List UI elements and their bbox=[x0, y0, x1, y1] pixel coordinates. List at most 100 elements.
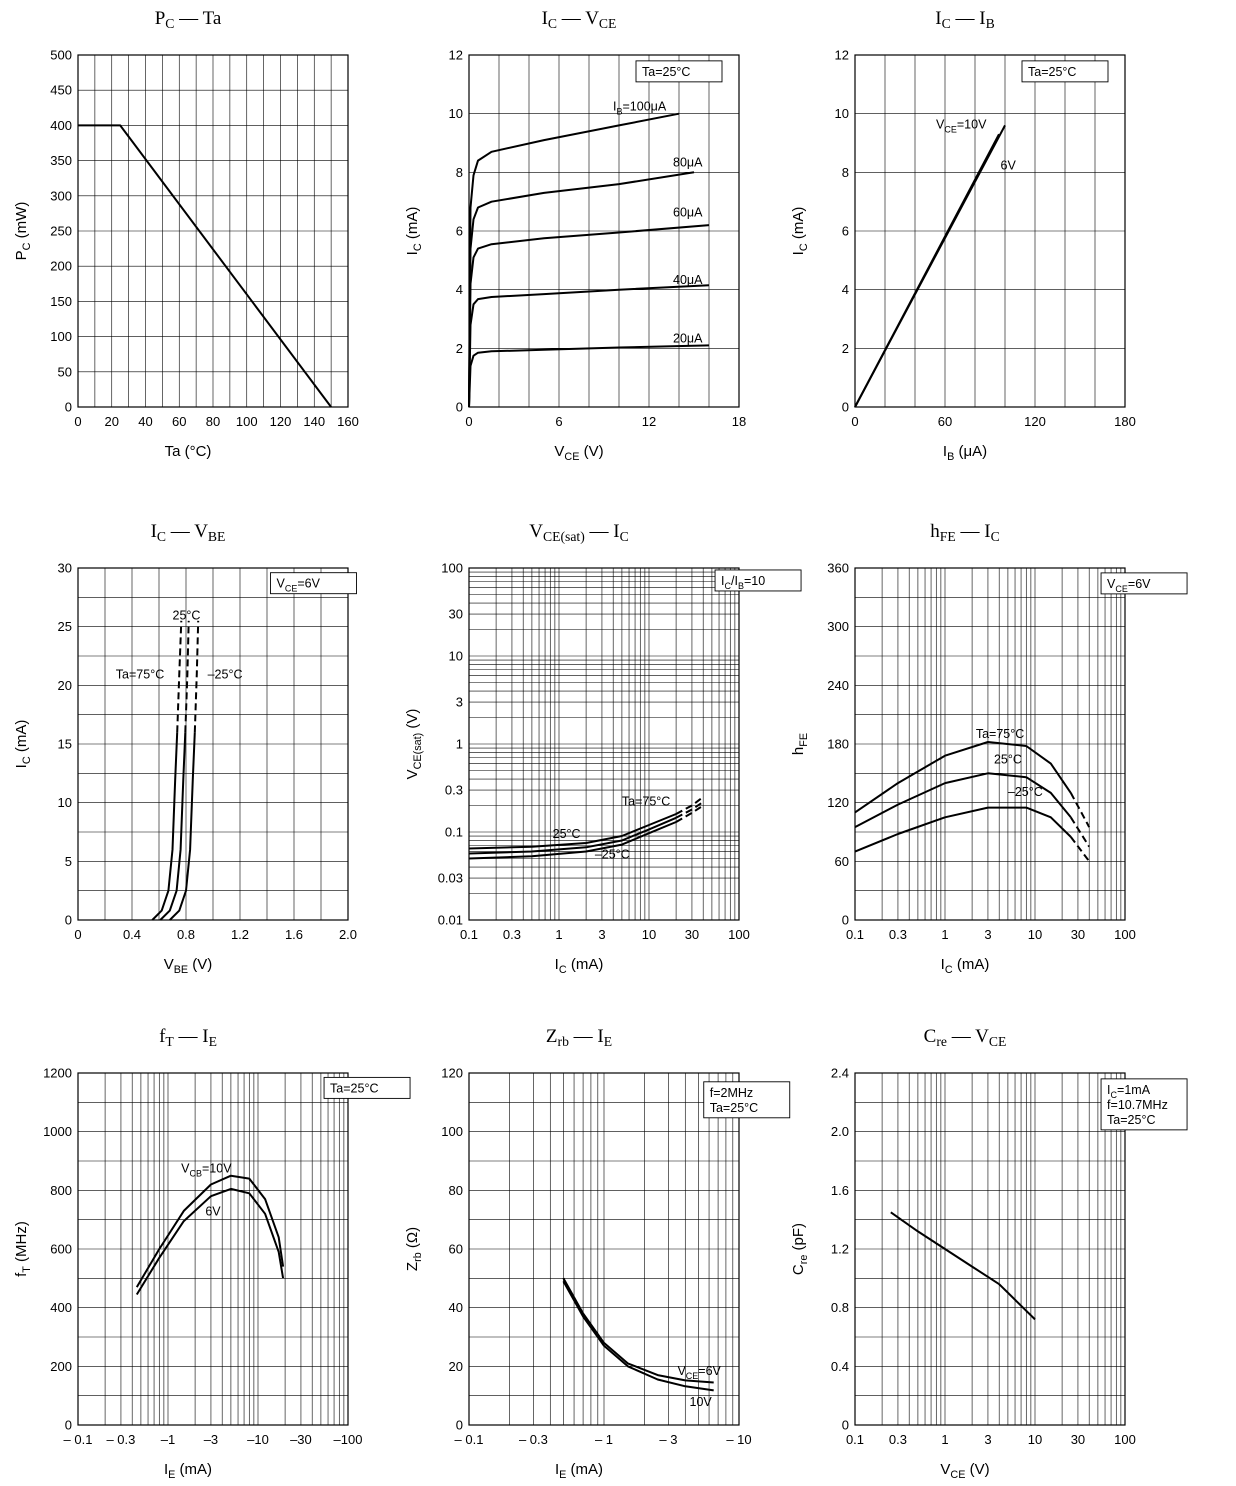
condition-box-frame bbox=[703, 1081, 791, 1119]
condition-text: Ta=25°C bbox=[1028, 65, 1076, 79]
x-tick-label: 80 bbox=[206, 414, 220, 429]
y-axis-label: fT (MHz) bbox=[13, 1221, 33, 1277]
x-tick-label: 3 bbox=[984, 1432, 991, 1447]
x-tick-label: 0.8 bbox=[177, 927, 195, 942]
y-tick-label: 1.2 bbox=[831, 1242, 849, 1257]
series-line bbox=[151, 732, 179, 921]
x-tick-label: 60 bbox=[938, 414, 952, 429]
y-axis-label: IC (mA) bbox=[404, 207, 424, 256]
y-tick-label: 4 bbox=[456, 282, 463, 297]
curve-annotation: 20μA bbox=[673, 331, 703, 345]
curve-annotation: 40μA bbox=[673, 273, 703, 287]
x-tick-label: 1.6 bbox=[285, 927, 303, 942]
y-tick-label: 0.1 bbox=[445, 825, 463, 840]
y-tick-label: 0 bbox=[456, 1418, 463, 1433]
curve-annotation: –25°C bbox=[595, 847, 630, 861]
condition-box: VCE=6V bbox=[1100, 572, 1188, 595]
condition-text: IC/IB=10 bbox=[721, 574, 765, 591]
y-tick-label: 30 bbox=[58, 561, 72, 576]
curve-annotation: Ta=75°C bbox=[622, 795, 670, 809]
x-tick-label: 120 bbox=[1024, 414, 1046, 429]
y-axis-label: PC (mW) bbox=[13, 202, 33, 261]
chart-title: fT — IE bbox=[159, 1026, 217, 1049]
condition-box: Ta=25°C bbox=[635, 60, 723, 83]
x-tick-label: 18 bbox=[732, 414, 746, 429]
x-tick-label: – 1 bbox=[595, 1432, 613, 1447]
x-tick-label: –3 bbox=[204, 1432, 218, 1447]
x-tick-label: 30 bbox=[1071, 1432, 1085, 1447]
y-tick-label: 1200 bbox=[43, 1066, 72, 1081]
plot-frame bbox=[854, 1072, 1126, 1426]
y-tick-label: 100 bbox=[50, 329, 72, 344]
y-tick-label: 1.6 bbox=[831, 1183, 849, 1198]
chart-vcesat_ic: 0.1 0.3 1 3 10 30 100 0.01 0.03 0.1 0.3 1 3 10 30 100 VC… bbox=[404, 521, 802, 976]
y-axis-label: IC (mA) bbox=[790, 207, 810, 256]
y-tick-label: 800 bbox=[50, 1183, 72, 1198]
x-tick-label: 10 bbox=[1028, 927, 1042, 942]
curve-annotation: Ta=75°C bbox=[116, 667, 164, 681]
y-tick-label: 40 bbox=[449, 1300, 463, 1315]
y-tick-label: 300 bbox=[50, 188, 72, 203]
series-line bbox=[468, 821, 677, 860]
x-tick-label: – 0.1 bbox=[64, 1432, 93, 1447]
plot-frame bbox=[854, 567, 1126, 921]
y-tick-label: 12 bbox=[449, 48, 463, 63]
condition-text: IC=1mA bbox=[1107, 1083, 1151, 1100]
x-tick-label: 60 bbox=[172, 414, 186, 429]
x-tick-label: –10 bbox=[247, 1432, 269, 1447]
x-tick-label: 100 bbox=[728, 927, 750, 942]
series-line bbox=[169, 732, 196, 921]
y-tick-label: 60 bbox=[835, 854, 849, 869]
x-tick-label: 1 bbox=[555, 927, 562, 942]
x-tick-label: 0.1 bbox=[846, 927, 864, 942]
y-tick-label: 0 bbox=[65, 913, 72, 928]
chart-title: Zrb — IE bbox=[546, 1026, 612, 1049]
y-tick-label: 500 bbox=[50, 48, 72, 63]
x-tick-label: 0.1 bbox=[460, 927, 478, 942]
y-tick-label: 0 bbox=[842, 1418, 849, 1433]
curve-annotation: 60μA bbox=[673, 205, 703, 219]
y-tick-label: 1 bbox=[456, 737, 463, 752]
y-tick-label: 20 bbox=[58, 678, 72, 693]
x-axis-label: Ta (°C) bbox=[165, 443, 212, 460]
x-tick-label: 0.3 bbox=[503, 927, 521, 942]
x-tick-label: 140 bbox=[303, 414, 325, 429]
chart-title: VCE(sat) — IC bbox=[529, 521, 628, 545]
chart-ic_ib: 0 60 120 180 0 2 4 6 8 10 12 IC — IB IB (μA) IC (mA) T… bbox=[790, 8, 1136, 463]
curve-annotation: 6V bbox=[1001, 158, 1017, 172]
series-line-dashed bbox=[1069, 792, 1091, 828]
x-tick-label: 0.3 bbox=[889, 927, 907, 942]
y-tick-label: 180 bbox=[827, 737, 849, 752]
series-line bbox=[854, 741, 1072, 814]
x-tick-label: – 0.3 bbox=[106, 1432, 135, 1447]
series-line bbox=[562, 1280, 714, 1392]
plot-frame bbox=[468, 567, 740, 921]
y-tick-label: 2 bbox=[456, 341, 463, 356]
curve-annotation: VCE=10V bbox=[936, 117, 987, 134]
x-tick-label: 2.0 bbox=[339, 927, 357, 942]
condition-text: VCE=6V bbox=[1107, 577, 1151, 594]
x-tick-label: 100 bbox=[236, 414, 258, 429]
y-tick-label: 3 bbox=[456, 695, 463, 710]
y-tick-label: 200 bbox=[50, 259, 72, 274]
x-tick-label: 20 bbox=[105, 414, 119, 429]
x-tick-label: 40 bbox=[138, 414, 152, 429]
x-tick-label: – 0.1 bbox=[455, 1432, 484, 1447]
chart-title: IC — VBE bbox=[151, 521, 226, 544]
y-tick-label: 1000 bbox=[43, 1124, 72, 1139]
y-tick-label: 0.3 bbox=[445, 783, 463, 798]
condition-box-frame bbox=[1021, 60, 1109, 83]
y-tick-label: 250 bbox=[50, 224, 72, 239]
curve-annotation: IB=100μA bbox=[613, 100, 667, 117]
series-line bbox=[890, 1211, 1036, 1321]
y-axis-label: IC (mA) bbox=[13, 720, 33, 769]
y-tick-label: 12 bbox=[835, 48, 849, 63]
condition-box: Ta=25°C bbox=[323, 1076, 411, 1099]
series-line bbox=[468, 112, 680, 408]
chart-hfe_ic: 0.1 0.3 1 3 10 30 100 0 60 120 180 240 300 360 hFE — I… bbox=[790, 521, 1188, 976]
x-tick-label: –1 bbox=[161, 1432, 175, 1447]
condition-text: Ta=25°C bbox=[710, 1101, 758, 1115]
series-line-dashed bbox=[675, 804, 704, 823]
y-tick-label: 6 bbox=[842, 224, 849, 239]
